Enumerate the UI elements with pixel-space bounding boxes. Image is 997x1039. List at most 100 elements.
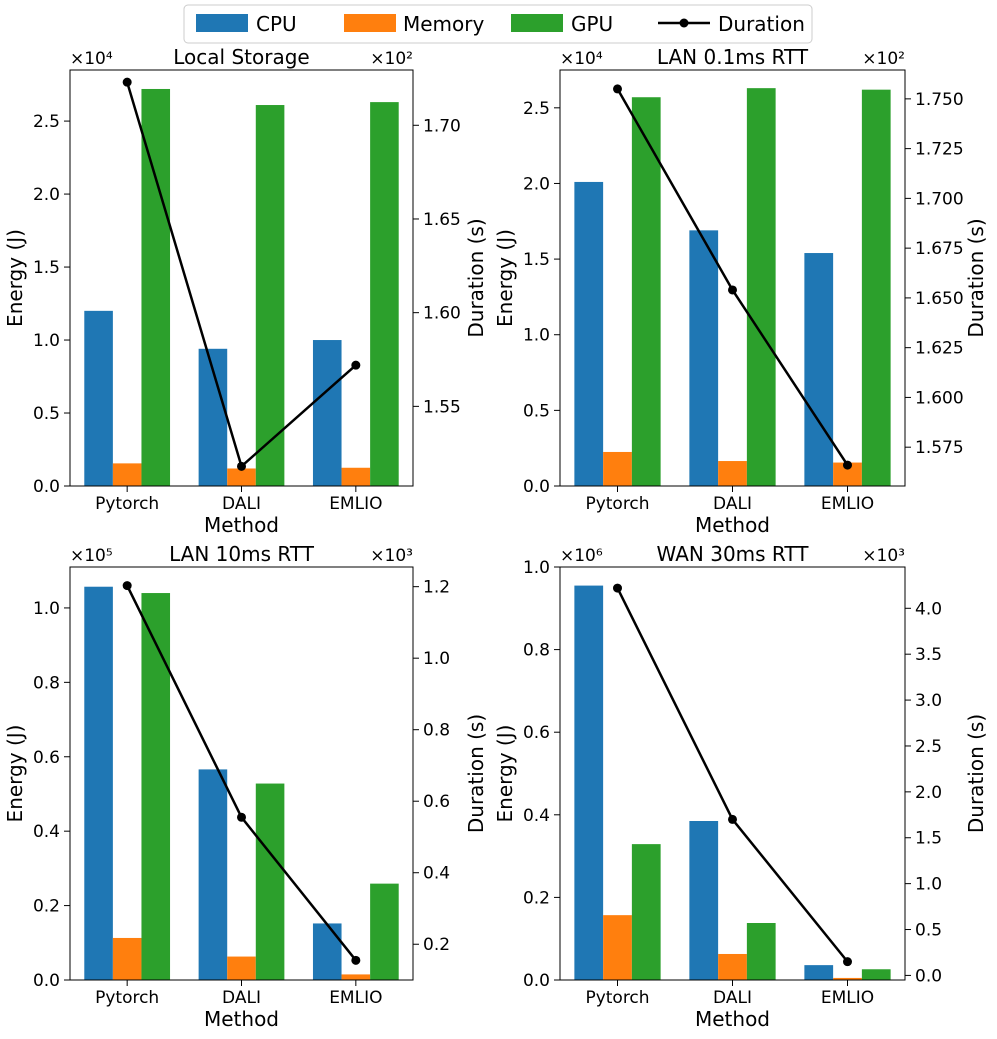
bar-gpu-dali [746, 88, 776, 487]
legend-gpu-swatch [511, 14, 563, 32]
right-tick-label: 1.675 [915, 239, 964, 259]
right-tick-label: 1.55 [423, 397, 461, 417]
bar-memory-dali [227, 468, 256, 486]
right-tick-label: 0.5 [915, 921, 942, 941]
left-tick-label: 0.2 [523, 888, 550, 908]
left-tick-label: 0.6 [33, 748, 60, 768]
legend-frame [183, 4, 813, 44]
bar-cpu-emlio [804, 965, 834, 980]
bar-gpu-emlio [861, 89, 891, 486]
bar-gpu-emlio [370, 883, 399, 980]
duration-point-pytorch [613, 84, 622, 94]
y-axis-label: Energy (J) [3, 229, 27, 327]
legend-duration-label: Duration [718, 12, 805, 36]
right-tick-label: 3.5 [915, 645, 942, 665]
y-axis-label: Energy (J) [493, 725, 517, 823]
left-tick-label: 1.5 [523, 250, 550, 270]
left-tick-label: 0.0 [523, 971, 550, 991]
left-tick-label: 2.0 [523, 174, 550, 194]
plot-frame [559, 69, 906, 487]
right-tick-label: 1.650 [915, 289, 964, 309]
legend-memory-label: Memory [403, 12, 485, 36]
right-tick-label: 0.8 [423, 721, 450, 741]
bar-gpu-pytorch [141, 593, 171, 980]
legend-cpu-swatch [196, 14, 248, 32]
x-tick-label-pytorch: Pytorch [585, 988, 649, 1008]
legend-memory-swatch [344, 14, 396, 32]
x-tick-label-emlio: EMLIO [329, 494, 382, 514]
left-axis-multiplier: ×10⁵ [70, 546, 113, 566]
right-tick-label: 1.70 [423, 116, 461, 136]
left-tick-label: 0.0 [33, 477, 60, 497]
x-tick-label-pytorch: Pytorch [95, 494, 159, 514]
subplot-wan-30ms-rtt: 0.0 0.2 0.4 0.6 0.8 1.0 0.0 0.5 1.0 1.5 2.0 2.5 3.0 3… [493, 542, 988, 1031]
left-tick-label: 0.4 [33, 822, 60, 842]
right-tick-label: 4.0 [915, 599, 942, 619]
bar-gpu-dali [746, 923, 776, 980]
duration-point-dali [237, 812, 246, 822]
bar-gpu-pytorch [631, 97, 661, 486]
bar-cpu-pytorch [574, 585, 604, 980]
left-tick-label: 1.0 [523, 326, 550, 346]
x-axis-label: Method [695, 1007, 770, 1031]
subplot-local-storage: 0.0 0.5 1.0 1.5 2.0 2.5 1.55 1.60 1.65 1.70 Pytorc… [3, 45, 488, 537]
x-axis-label: Method [695, 513, 770, 537]
duration-point-emlio [351, 955, 361, 965]
bar-cpu-dali [689, 230, 719, 486]
left-tick-label: 1.0 [33, 599, 60, 619]
right-tick-label: 1.625 [915, 339, 964, 359]
y2-axis-label: Duration (s) [964, 714, 988, 833]
bar-memory-pytorch [603, 915, 632, 980]
right-tick-label: 2.5 [915, 737, 942, 757]
subplot-title: LAN 10ms RTT [169, 542, 315, 566]
right-tick-label: 1.725 [915, 140, 964, 160]
left-axis-multiplier: ×10⁴ [560, 49, 603, 69]
x-tick-label-emlio: EMLIO [821, 494, 874, 514]
bar-gpu-pytorch [141, 88, 171, 487]
right-tick-label: 1.600 [915, 388, 964, 408]
bar-cpu-emlio [312, 340, 342, 486]
duration-point-dali [728, 285, 737, 295]
x-tick-label-dali: DALI [222, 988, 261, 1008]
bar-memory-emlio [341, 467, 371, 486]
bar-memory-pytorch [112, 463, 142, 486]
bar-cpu-pytorch [84, 310, 113, 486]
bar-cpu-emlio [312, 923, 342, 980]
legend-cpu-label: CPU [256, 12, 297, 36]
left-tick-label: 1.5 [33, 258, 60, 278]
bar-memory-emlio [341, 974, 371, 980]
right-tick-label: 1.60 [423, 304, 461, 324]
bar-gpu-pytorch [631, 844, 661, 980]
right-tick-label: 1.0 [423, 649, 450, 669]
subplot-lan-0.1ms-rtt: 0.0 0.5 1.0 1.5 2.0 2.5 1.575 1.600 1.625 1.650 1.… [493, 45, 988, 537]
bar-gpu-emlio [861, 969, 891, 980]
left-axis-multiplier: ×10⁶ [560, 546, 603, 566]
bar-memory-dali [227, 956, 256, 980]
right-tick-label: 0.4 [423, 864, 450, 884]
left-tick-label: 0.5 [33, 404, 60, 424]
bar-cpu-pytorch [84, 586, 113, 980]
duration-point-emlio [843, 957, 852, 967]
bar-memory-pytorch [603, 451, 632, 486]
subplot-lan-10ms-rtt: 0.0 0.2 0.4 0.6 0.8 1.0 0.2 0.4 0.6 0.8 1.0 1.2 Pyto… [3, 542, 488, 1031]
plot-frame [69, 69, 414, 487]
right-tick-label: 0.0 [915, 966, 942, 986]
right-tick-label: 3.0 [915, 691, 942, 711]
left-tick-label: 0.5 [523, 401, 550, 421]
left-tick-label: 0.0 [33, 971, 60, 991]
left-tick-label: 1.0 [33, 331, 60, 351]
bar-cpu-dali [689, 820, 719, 980]
right-tick-label: 1.2 [423, 578, 450, 598]
left-tick-label: 1.0 [523, 558, 550, 578]
bar-memory-pytorch [112, 937, 142, 980]
plot-frame [69, 566, 414, 981]
x-tick-label-dali: DALI [713, 988, 752, 1008]
legend-duration-marker [679, 18, 689, 28]
bar-gpu-dali [255, 105, 285, 486]
y-axis-label: Energy (J) [493, 229, 517, 327]
right-tick-label: 1.700 [915, 189, 964, 209]
x-axis-label: Method [204, 513, 279, 537]
left-tick-label: 0.8 [33, 673, 60, 693]
right-axis-multiplier: ×10² [370, 49, 413, 69]
